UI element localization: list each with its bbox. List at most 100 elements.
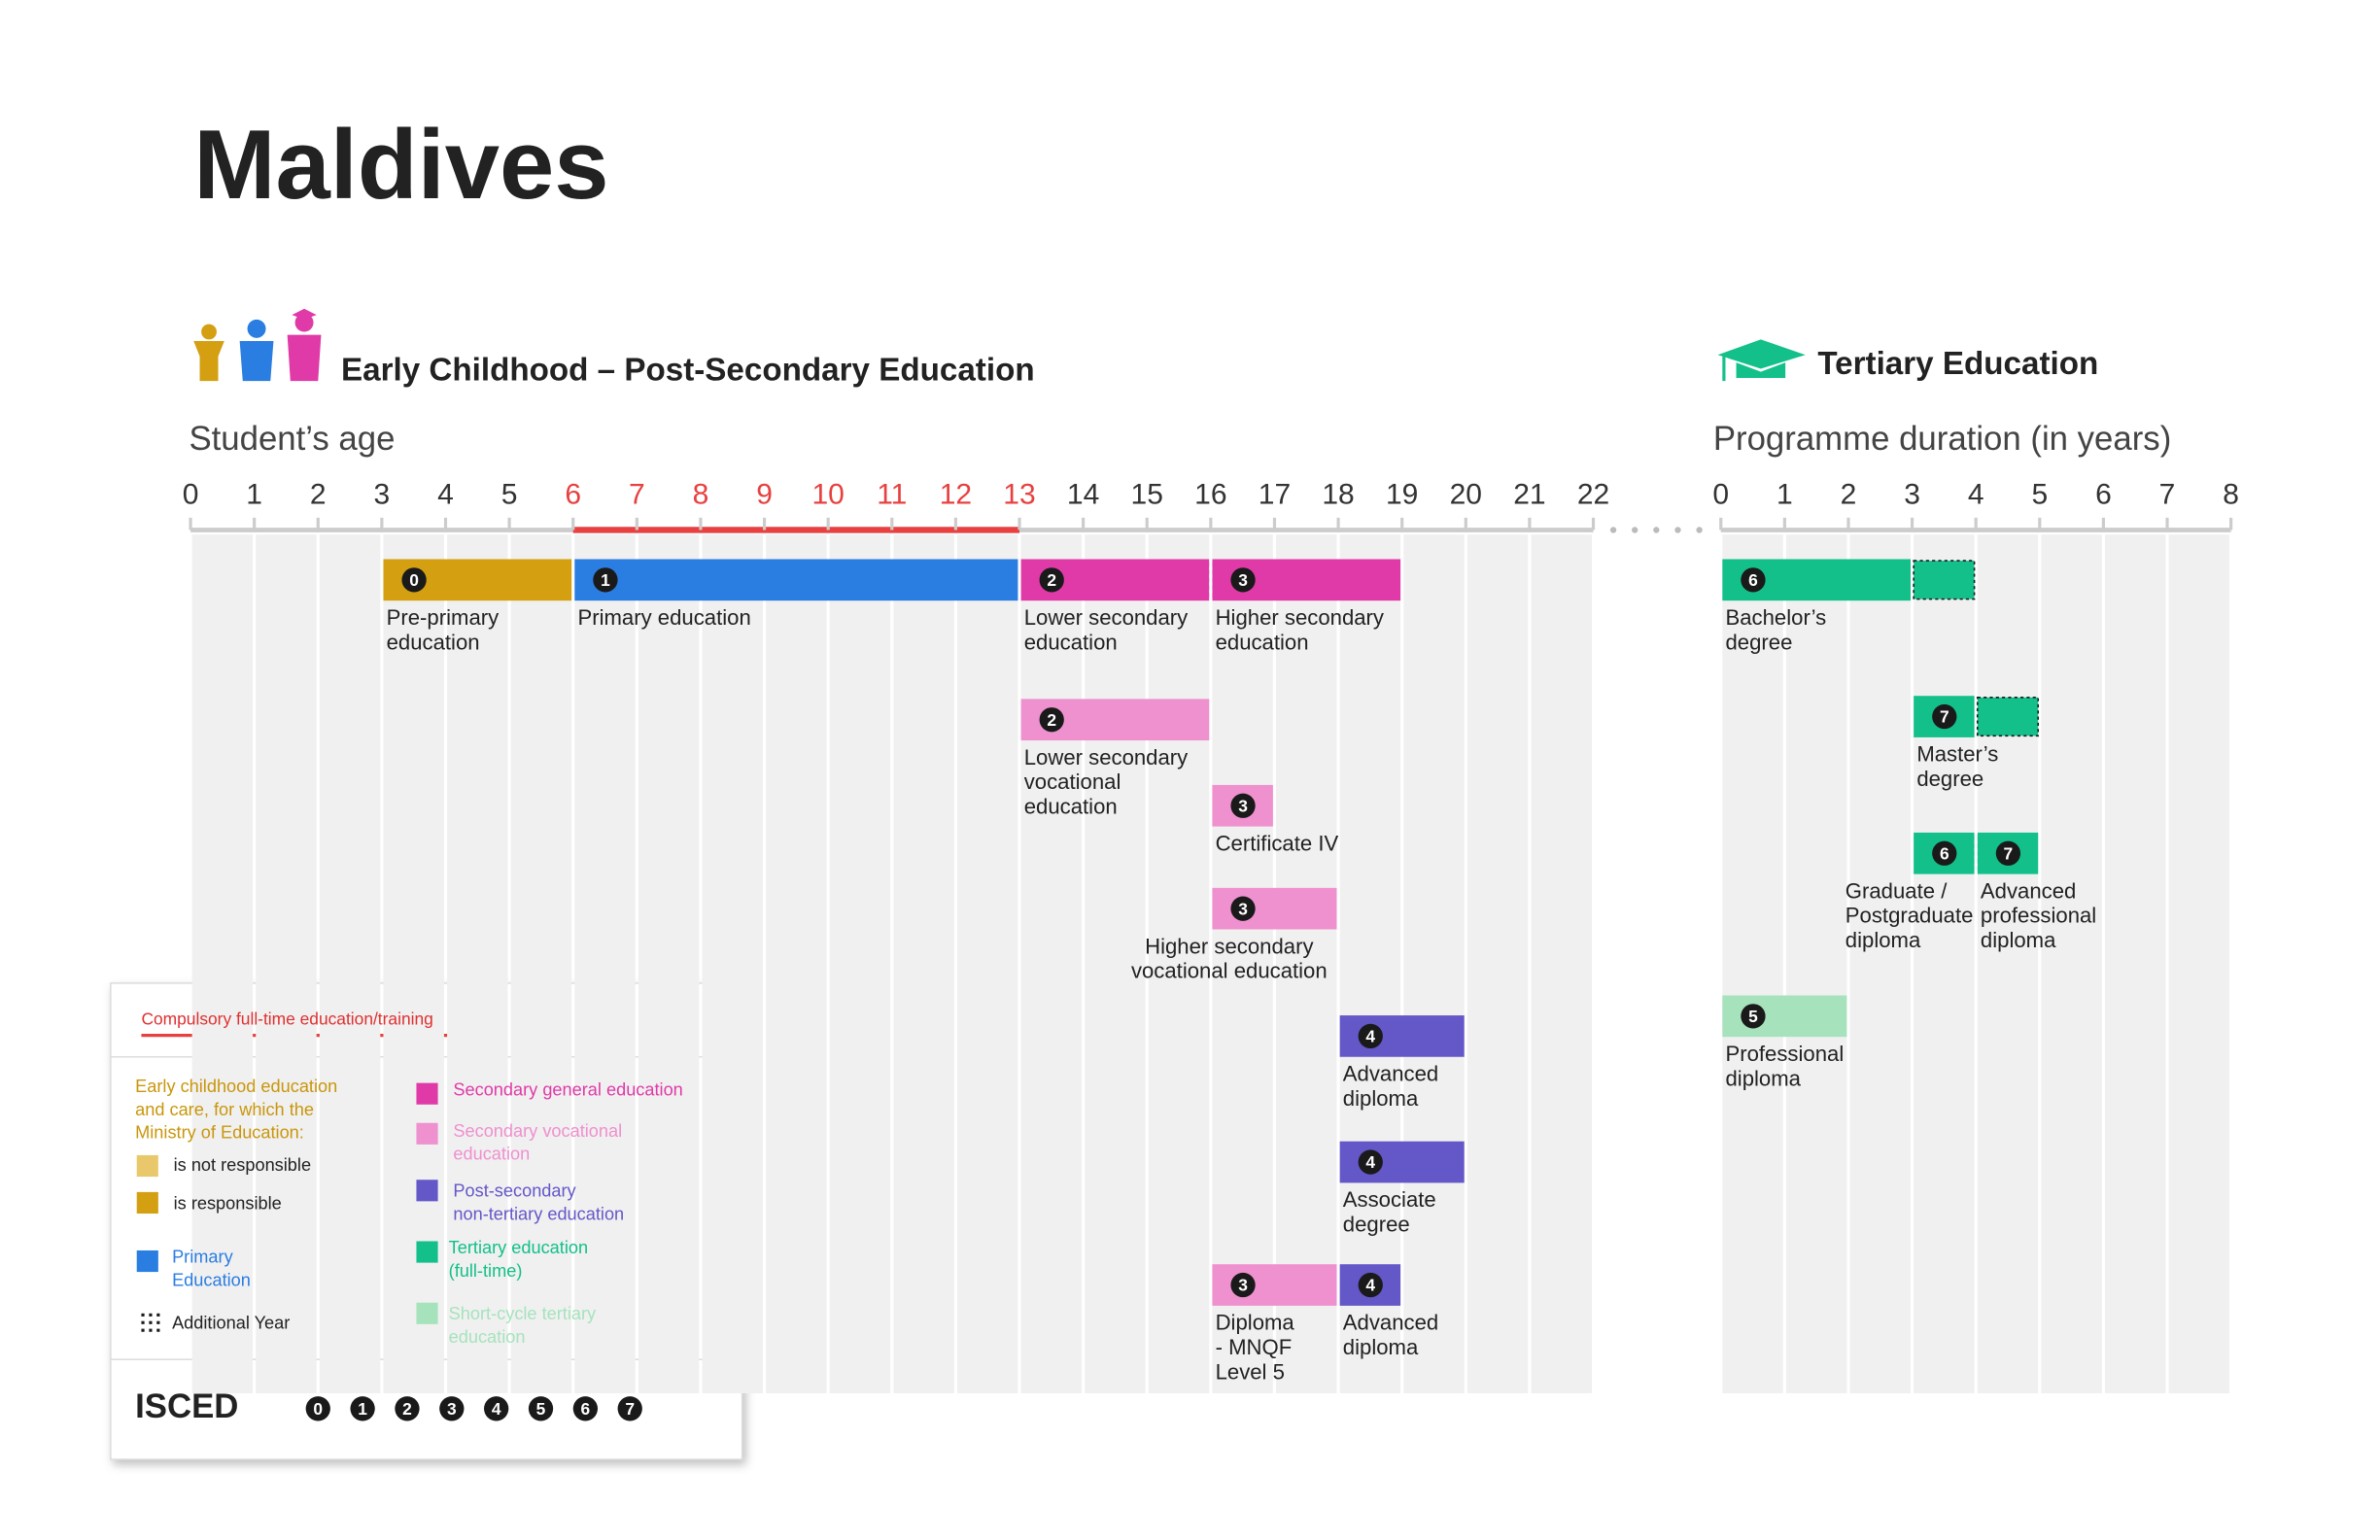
legend-dot	[141, 1320, 145, 1324]
programme-label: degree	[1343, 1213, 1410, 1237]
axis-title: Programme duration (in years)	[1713, 421, 2171, 458]
legend-text: education	[449, 1327, 526, 1347]
programme-label: - MNQF	[1216, 1335, 1293, 1359]
isced-title: ISCED	[135, 1388, 238, 1425]
column	[893, 534, 954, 1393]
legend-text: Tertiary education	[449, 1238, 588, 1257]
isced-badge	[484, 1396, 509, 1421]
programme-label: Level 5	[1216, 1359, 1285, 1384]
section-heading: Tertiary Education	[1817, 346, 2098, 382]
tick-label: 0	[1712, 479, 1729, 511]
isced-badge	[439, 1396, 465, 1421]
legend-text: Short-cycle tertiary	[449, 1304, 597, 1323]
tick-label: 5	[501, 479, 518, 511]
legend-dot	[149, 1313, 153, 1317]
column	[1339, 534, 1401, 1393]
programme-label: diploma	[1343, 1086, 1419, 1111]
isced-badge	[1932, 840, 1957, 866]
column	[319, 534, 381, 1393]
programme-label: diploma	[1845, 928, 1921, 952]
additional-year	[1913, 560, 1976, 600]
tick-label: 9	[756, 479, 773, 511]
legend-text: Secondary general education	[453, 1079, 682, 1099]
isced-number: 3	[447, 1399, 457, 1419]
tick-label: 11	[877, 479, 907, 511]
programme-label: Advanced	[1981, 878, 2076, 903]
tick-label: 4	[1968, 479, 1984, 511]
column	[1212, 534, 1273, 1393]
tick-label: 20	[1450, 479, 1482, 511]
column	[2041, 534, 2102, 1393]
isced-badge	[593, 567, 618, 593]
column	[1849, 534, 1911, 1393]
isced-number: 6	[1748, 570, 1758, 590]
isced-number: 2	[402, 1399, 412, 1419]
legend-swatch	[136, 1154, 158, 1178]
isced-badge	[1230, 567, 1256, 593]
isced-badge	[1358, 1023, 1383, 1049]
legend-text: Ministry of Education:	[135, 1123, 304, 1143]
column	[510, 534, 572, 1393]
isced-badge	[1995, 840, 2021, 866]
isced-number: 3	[1238, 570, 1248, 590]
tick-label: 8	[693, 479, 709, 511]
isced-number: 2	[1047, 710, 1056, 730]
tick-label: 3	[1904, 479, 1920, 511]
isced-number: 6	[581, 1399, 591, 1419]
legend-dot	[141, 1313, 145, 1317]
column	[1914, 534, 1975, 1393]
column	[1148, 534, 1210, 1393]
legend-text: Post-secondary	[453, 1181, 576, 1201]
programme-label: Master’s	[1916, 742, 1998, 767]
programme-label: professional	[1981, 904, 2096, 928]
legend-dot	[141, 1328, 145, 1332]
axis-gap	[1609, 527, 1703, 533]
column	[574, 534, 636, 1393]
isced-badge	[572, 1396, 599, 1421]
legend-dot	[156, 1320, 160, 1324]
programme-label: Higher secondary	[1145, 934, 1314, 958]
legend-swatch	[416, 1180, 438, 1202]
additional-year	[1976, 697, 2040, 737]
column	[1722, 534, 1783, 1393]
tick-label: 13	[1003, 479, 1035, 511]
isced-badge	[1358, 1272, 1383, 1298]
isced-number: 4	[492, 1399, 501, 1419]
isced-number: 3	[1238, 899, 1248, 918]
tick-label: 19	[1386, 479, 1418, 511]
programme-label: education	[1024, 630, 1118, 654]
programme-label: Postgraduate	[1845, 904, 1974, 928]
tick-label: 1	[246, 479, 262, 511]
column	[256, 534, 317, 1393]
tick-label: 0	[183, 479, 199, 511]
column	[191, 534, 254, 1393]
programme-bar	[574, 559, 1018, 601]
column	[638, 534, 700, 1393]
legend-text: Early childhood education	[135, 1077, 337, 1096]
legend-swatch	[416, 1082, 438, 1105]
programme-label: Professional	[1725, 1042, 1844, 1066]
legend-dot	[149, 1328, 153, 1332]
isced-badge	[1741, 567, 1766, 593]
tick-label: 1	[1776, 479, 1793, 511]
isced-badge	[1932, 703, 1957, 730]
children-icon	[193, 308, 322, 382]
column	[829, 534, 891, 1393]
legend-dot	[156, 1328, 160, 1332]
tick-label: 5	[2031, 479, 2048, 511]
isced-number: 4	[1365, 1027, 1375, 1046]
legend-swatch	[416, 1302, 438, 1324]
tick-label: 2	[310, 479, 327, 511]
legend-text: non-tertiary education	[453, 1204, 624, 1223]
column	[956, 534, 1018, 1393]
programme-label: vocational	[1024, 770, 1121, 794]
isced-number: 3	[1238, 796, 1248, 815]
tick-label: 17	[1259, 479, 1291, 511]
programme-label: Associate	[1343, 1187, 1436, 1212]
legend-swatch	[416, 1122, 438, 1145]
tick-label: 16	[1194, 479, 1226, 511]
programme-label: Bachelor’s	[1725, 605, 1826, 630]
legend-text: Education	[172, 1270, 251, 1289]
